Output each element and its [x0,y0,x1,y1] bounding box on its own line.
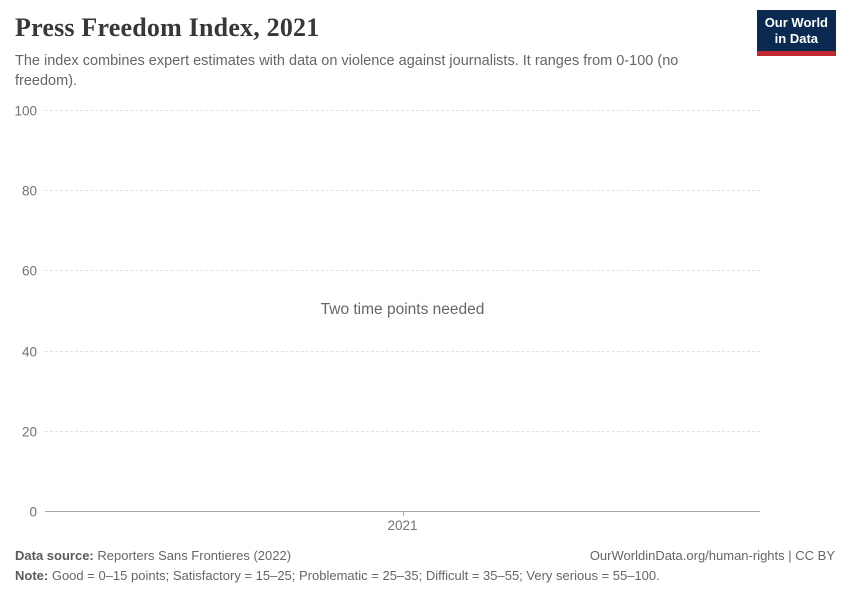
page-title: Press Freedom Index, 2021 [15,13,320,42]
y-axis-tick-label: 80 [21,183,37,199]
x-axis-line: 0 [29,505,760,520]
gridline: 80 [22,184,760,199]
gridline: 100 [14,104,760,119]
page-subtitle: The index combines expert estimates with… [15,53,679,89]
data-source: Data source: Reporters Sans Frontieres (… [15,548,291,563]
note-text: Good = 0–15 points; Satisfactory = 15–25… [51,568,660,583]
y-axis-tick-label: 60 [21,263,37,279]
y-axis-tick-label: 40 [21,344,37,360]
y-axis-tick-label: 100 [14,103,37,119]
gridline: 20 [22,424,760,439]
owid-logo[interactable]: Our World in Data [756,10,836,56]
plot-area: 2021 Two time points needed 100 80 60 40 20 0 [14,104,760,533]
y-axis-tick-label: 20 [21,424,37,440]
empty-chart-message: Two time points needed [320,301,485,318]
data-source-link[interactable]: Reporters Sans Frontieres (2022) [97,548,292,563]
owid-logo-line1: Our World [764,15,828,30]
data-source-label: Data source: [15,548,94,563]
footer-attribution: OurWorldinData.org/human-rights | CC BY [590,548,835,563]
footer-note-row: Note: Good = 0–15 points; Satisfactory =… [15,568,835,583]
footer-source-row: Data source: Reporters Sans Frontieres (… [15,548,835,563]
note-label: Note: [15,568,49,583]
gridline: 60 [22,264,760,279]
owid-logo-line2: in Data [774,30,819,46]
x-axis-tick-mark [402,511,404,516]
license-text: | CC BY [788,548,835,563]
owid-url-link[interactable]: OurWorldinData.org/human-rights [589,548,785,563]
gridline: 40 [22,344,760,359]
x-axis-tick-label: 2021 [387,518,418,533]
y-axis-tick-label: 0 [29,504,37,520]
